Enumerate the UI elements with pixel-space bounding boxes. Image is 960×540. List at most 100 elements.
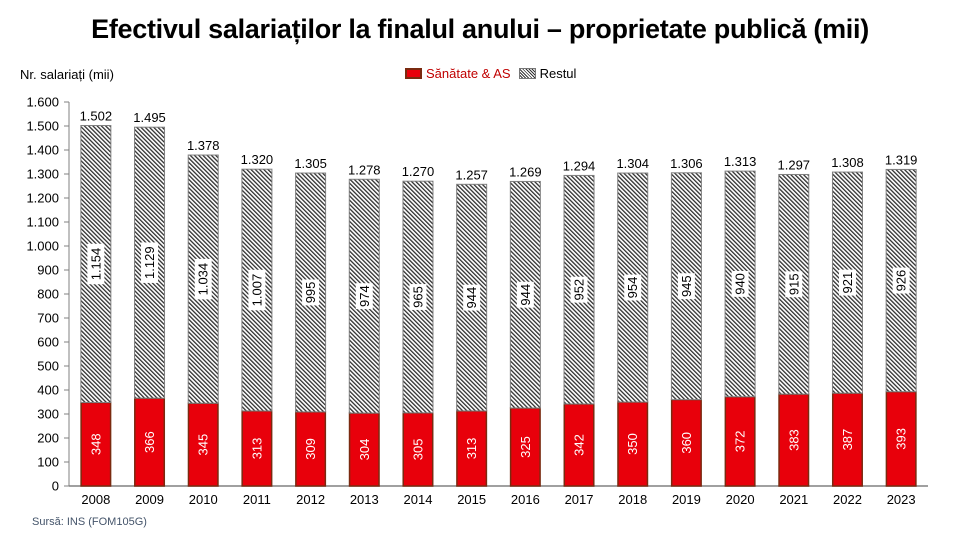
data-label-sanatate: 372	[733, 431, 748, 453]
x-tick-label: 2018	[618, 492, 647, 507]
data-label-restul: 915	[786, 273, 801, 295]
x-tick-label: 2016	[511, 492, 540, 507]
bar-segment-sanatate	[402, 412, 434, 487]
y-tick-label: 0	[52, 479, 59, 494]
data-label-sanatate: 345	[196, 434, 211, 456]
data-label-restul: 944	[464, 287, 479, 309]
bar-segment-sanatate	[80, 401, 112, 487]
total-label: 1.378	[187, 138, 220, 153]
x-tick-label: 2017	[565, 492, 594, 507]
y-tick-label: 1.000	[26, 239, 59, 254]
data-label-bg-restul	[677, 273, 695, 300]
y-tick-label: 1.200	[26, 191, 59, 206]
total-label: 1.257	[455, 167, 488, 182]
total-label: 1.278	[348, 162, 381, 177]
total-label: 1.304	[616, 156, 649, 171]
legend-label-sanatate: Sănătate & AS	[426, 66, 511, 81]
data-label-sanatate: 309	[303, 438, 318, 460]
total-label: 1.319	[885, 152, 918, 167]
data-label-bg-restul	[409, 284, 427, 310]
data-label-bg-restul	[516, 281, 534, 308]
legend: Sănătate & AS Restul	[405, 66, 576, 81]
data-label-restul: 974	[357, 285, 372, 307]
data-label-restul: 940	[733, 273, 748, 295]
data-label-sanatate: 342	[572, 434, 587, 456]
data-label-bg-restul	[624, 274, 642, 301]
total-label: 1.495	[133, 110, 166, 125]
data-label-sanatate: 366	[142, 431, 157, 453]
bar-segment-restul	[670, 172, 702, 401]
x-tick-label: 2021	[779, 492, 808, 507]
bar-segment-sanatate	[831, 392, 863, 487]
bar-segment-sanatate	[241, 410, 273, 487]
data-label-sanatate: 387	[840, 429, 855, 451]
y-tick-label: 1.400	[26, 143, 59, 158]
x-tick-label: 2009	[135, 492, 164, 507]
bar-segment-sanatate	[348, 412, 380, 487]
data-label-bg-restul	[248, 269, 266, 311]
x-tick-label: 2008	[81, 492, 110, 507]
data-label-bg-restul	[570, 276, 588, 303]
total-label: 1.270	[402, 164, 435, 179]
bars	[80, 125, 917, 487]
total-label: 1.313	[724, 154, 757, 169]
y-tick-label: 200	[37, 431, 59, 446]
data-label-bg-restul	[355, 283, 373, 310]
total-label: 1.305	[294, 156, 327, 171]
data-label-bg-restul	[463, 284, 481, 311]
data-label-restul: 995	[303, 282, 318, 304]
bar-segment-sanatate	[724, 395, 756, 487]
data-label-bg-restul	[87, 243, 105, 285]
data-label-restul: 926	[894, 270, 909, 292]
legend-swatch-restul	[518, 68, 536, 79]
data-label-sanatate: 348	[88, 433, 103, 455]
data-label-sanatate: 313	[249, 438, 264, 460]
data-label-bg-restul	[302, 279, 320, 306]
bar-segment-sanatate	[617, 401, 649, 487]
x-tick-label: 2019	[672, 492, 701, 507]
x-tick-label: 2022	[833, 492, 862, 507]
total-label: 1.269	[509, 164, 542, 179]
x-tick-label: 2020	[726, 492, 755, 507]
data-label-sanatate: 393	[894, 428, 909, 450]
data-label-restul: 965	[410, 286, 425, 308]
data-label-sanatate: 360	[679, 432, 694, 454]
legend-label-restul: Restul	[539, 66, 577, 81]
source-note: Sursă: INS (FOM105G)	[32, 516, 147, 528]
data-label-bg-restul	[731, 270, 749, 297]
total-label: 1.297	[778, 157, 811, 172]
total-label: 1.320	[241, 152, 274, 167]
bar-segment-sanatate	[778, 393, 810, 487]
data-label-restul: 1.007	[249, 274, 264, 307]
data-label-restul: 952	[572, 279, 587, 301]
data-label-restul: 954	[625, 277, 640, 299]
data-label-sanatate: 350	[625, 433, 640, 455]
x-tick-label: 2015	[457, 492, 486, 507]
x-tick-label: 2023	[887, 492, 916, 507]
chart-title: Efectivul salariaților la finalul anului…	[91, 14, 869, 44]
total-label: 1.308	[831, 155, 864, 170]
y-tick-label: 1.500	[26, 119, 59, 134]
x-tick-label: 2013	[350, 492, 379, 507]
data-label-sanatate: 383	[786, 429, 801, 451]
data-label-bg-restul	[785, 271, 803, 298]
total-label: 1.306	[670, 156, 703, 171]
data-label-bg-restul	[141, 242, 159, 283]
y-tick-label: 1.300	[26, 167, 59, 182]
data-label-bg-restul	[838, 269, 856, 296]
data-label-restul: 921	[840, 272, 855, 294]
x-tick-label: 2012	[296, 492, 325, 507]
legend-swatch-sanatate	[405, 68, 422, 79]
data-label-restul: 944	[518, 284, 533, 306]
data-label-sanatate: 305	[410, 439, 425, 461]
bar-segment-sanatate	[563, 403, 595, 487]
data-label-restul: 1.034	[196, 263, 211, 296]
y-axis-title: Nr. salariați (mii)	[20, 67, 114, 82]
data-label-sanatate: 313	[464, 438, 479, 460]
data-label-sanatate: 304	[357, 439, 372, 461]
y-tick-label: 700	[37, 311, 59, 326]
data-label-bg-restul	[194, 258, 212, 300]
x-tick-label: 2010	[189, 492, 218, 507]
y-tick-label: 1.100	[26, 215, 59, 230]
